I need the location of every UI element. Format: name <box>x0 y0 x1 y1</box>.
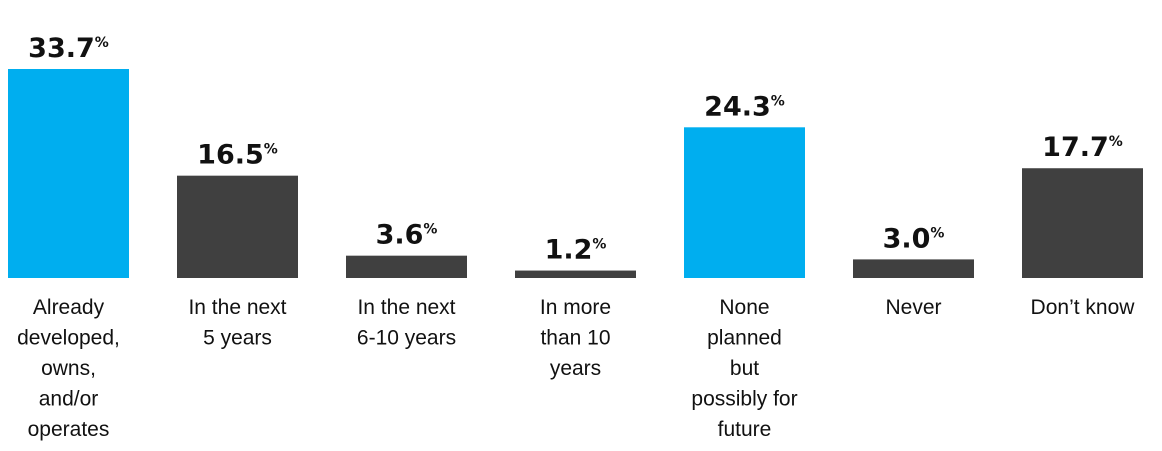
category-label-4: In more than 10 years <box>540 296 611 380</box>
value-label-2: 16.5% <box>197 140 278 171</box>
category-label-6: Never <box>885 296 941 319</box>
bar-6 <box>853 259 974 278</box>
bar-5 <box>684 127 805 278</box>
value-label-3: 3.6% <box>376 220 438 251</box>
category-label-1: Already developed, owns, and/or operates <box>17 296 120 441</box>
category-label-5: None planned but possibly for future <box>691 296 797 441</box>
category-label-2: In the next 5 years <box>188 296 286 350</box>
value-label-6: 3.0% <box>883 223 945 254</box>
value-label-7: 17.7% <box>1042 132 1123 163</box>
category-label-3: In the next 6-10 years <box>357 296 456 350</box>
category-label-7: Don’t know <box>1031 296 1136 319</box>
bar-2 <box>177 175 298 278</box>
bar-7 <box>1022 168 1143 278</box>
value-label-1: 33.7% <box>28 33 109 64</box>
bar-3 <box>346 255 467 278</box>
value-label-4: 1.2% <box>545 235 607 266</box>
bar-1 <box>8 69 129 278</box>
bar-4 <box>515 270 636 278</box>
value-label-5: 24.3% <box>704 91 785 122</box>
